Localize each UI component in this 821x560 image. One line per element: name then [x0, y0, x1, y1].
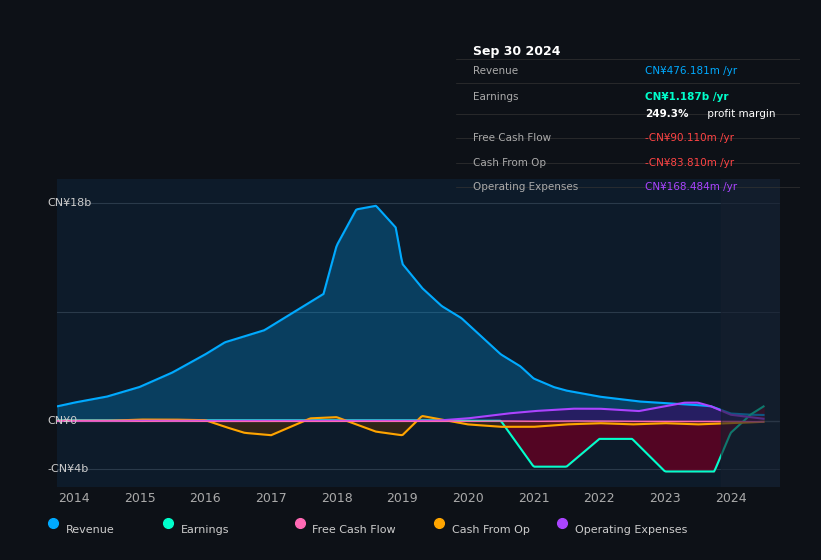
- Text: Free Cash Flow: Free Cash Flow: [473, 133, 551, 143]
- Text: CN¥476.181m /yr: CN¥476.181m /yr: [645, 66, 737, 76]
- Text: Earnings: Earnings: [181, 525, 229, 535]
- Text: Cash From Op: Cash From Op: [452, 525, 530, 535]
- Text: Revenue: Revenue: [473, 66, 518, 76]
- Text: Operating Expenses: Operating Expenses: [575, 525, 687, 535]
- Text: Cash From Op: Cash From Op: [473, 157, 546, 167]
- Text: Earnings: Earnings: [473, 91, 518, 101]
- Text: -CN¥90.110m /yr: -CN¥90.110m /yr: [645, 133, 734, 143]
- Text: CN¥0: CN¥0: [48, 416, 78, 426]
- Text: Revenue: Revenue: [66, 525, 114, 535]
- Text: 249.3%: 249.3%: [645, 109, 689, 119]
- Text: Sep 30 2024: Sep 30 2024: [473, 45, 561, 58]
- Text: CN¥18b: CN¥18b: [48, 198, 92, 208]
- Text: CN¥168.484m /yr: CN¥168.484m /yr: [645, 182, 737, 192]
- Text: profit margin: profit margin: [704, 109, 775, 119]
- Text: -CN¥83.810m /yr: -CN¥83.810m /yr: [645, 157, 735, 167]
- Text: CN¥1.187b /yr: CN¥1.187b /yr: [645, 91, 729, 101]
- Bar: [721, 179, 780, 487]
- Text: Free Cash Flow: Free Cash Flow: [312, 525, 396, 535]
- Text: -CN¥4b: -CN¥4b: [48, 464, 89, 474]
- Text: Operating Expenses: Operating Expenses: [473, 182, 578, 192]
